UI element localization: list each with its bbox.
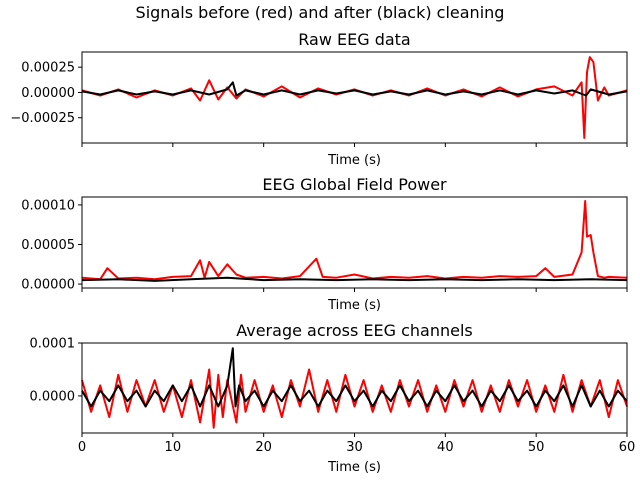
chart-3-ytick-label: 0.0001 — [30, 337, 76, 352]
chart-3-xtick-label: 0 — [78, 440, 86, 455]
chart-3-xtick-label: 30 — [346, 440, 363, 455]
chart-2-ytick-label: 0.00000 — [21, 278, 75, 293]
chart-1-ytick-label: −0.00025 — [10, 111, 75, 126]
chart-1-frame — [82, 52, 627, 143]
chart-3-xlabel: Time (s) — [327, 460, 381, 475]
chart-3-series-after-line — [82, 348, 627, 406]
chart-2-series-before-line — [82, 201, 627, 279]
chart-2-ytick-label: 0.00010 — [21, 198, 75, 213]
chart-1-ytick-label: 0.00000 — [21, 86, 75, 101]
chart-2-title: EEG Global Field Power — [262, 175, 447, 194]
chart-1-series-before-line — [82, 57, 627, 138]
chart-2-ytick-label: 0.00005 — [21, 238, 75, 253]
chart-3-xtick-label: 40 — [437, 440, 454, 455]
chart-3-xtick-label: 50 — [528, 440, 545, 455]
chart-3-xtick-label: 10 — [165, 440, 182, 455]
chart-1-xlabel: Time (s) — [327, 153, 381, 168]
chart-1-ytick-label: 0.00025 — [21, 61, 75, 76]
chart-3-series-before-line — [82, 370, 627, 428]
chart-3-xtick-label: 60 — [619, 440, 636, 455]
chart-3-ytick-label: 0.0000 — [30, 389, 76, 404]
chart-1-title: Raw EEG data — [298, 30, 410, 49]
chart-3-title: Average across EEG channels — [236, 321, 473, 340]
chart-3-xtick-label: 20 — [255, 440, 272, 455]
chart-2-xlabel: Time (s) — [327, 298, 381, 313]
